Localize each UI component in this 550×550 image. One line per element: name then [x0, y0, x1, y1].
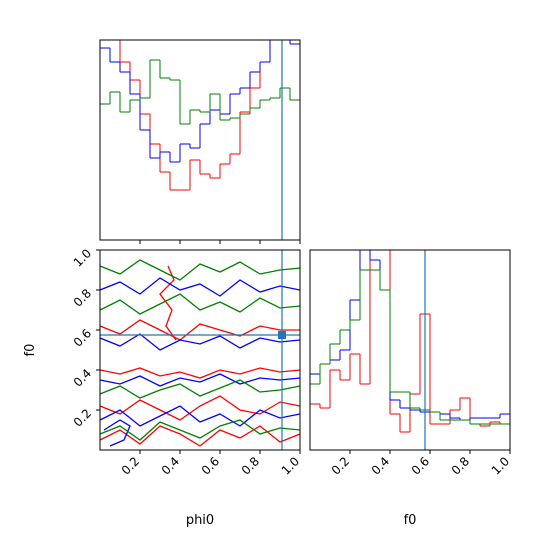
contour-line — [100, 333, 300, 351]
contour-line — [103, 419, 131, 447]
y-tick-label: 0.2 — [71, 406, 94, 429]
y-tick-label: 0.8 — [71, 286, 94, 309]
contour-line — [100, 367, 300, 379]
x-tick-label: 1.0 — [489, 454, 512, 477]
contour-line — [100, 405, 300, 427]
x-tick-label: 0.8 — [239, 454, 262, 477]
contour-line — [159, 265, 177, 341]
contour-line — [100, 425, 300, 447]
truth-marker — [278, 331, 286, 339]
contour-line — [100, 319, 300, 341]
contour-line — [100, 395, 300, 421]
panel — [100, 250, 300, 450]
panel — [100, 40, 300, 240]
panel — [310, 250, 510, 450]
x-tick-label: 0.2 — [119, 454, 142, 477]
y-tick-label: 0.4 — [71, 366, 94, 389]
x-tick-label: 0.4 — [159, 454, 182, 477]
contour-line — [100, 293, 300, 315]
axes-frame — [99, 39, 301, 241]
contour-line — [100, 259, 300, 281]
x-tick-label: 0.2 — [329, 454, 352, 477]
contour-line — [100, 419, 300, 441]
y-axis-label: f0 — [23, 344, 38, 357]
x-tick-label: 0.4 — [369, 454, 392, 477]
contour-line — [100, 373, 300, 387]
x-axis-label: phi0 — [186, 513, 214, 528]
contour-line — [100, 277, 300, 297]
x-tick-label: 1.0 — [279, 454, 302, 477]
y-tick-label: 0.6 — [71, 326, 94, 349]
x-tick-label: 0.6 — [409, 454, 432, 477]
x-tick-label: 0.6 — [199, 454, 222, 477]
x-tick-label: 0.8 — [449, 454, 472, 477]
contour-line — [100, 379, 300, 399]
x-axis-label: f0 — [404, 513, 417, 528]
axes-frame — [99, 249, 301, 451]
axes-frame — [309, 249, 511, 451]
y-tick-label: 1.0 — [71, 246, 94, 269]
